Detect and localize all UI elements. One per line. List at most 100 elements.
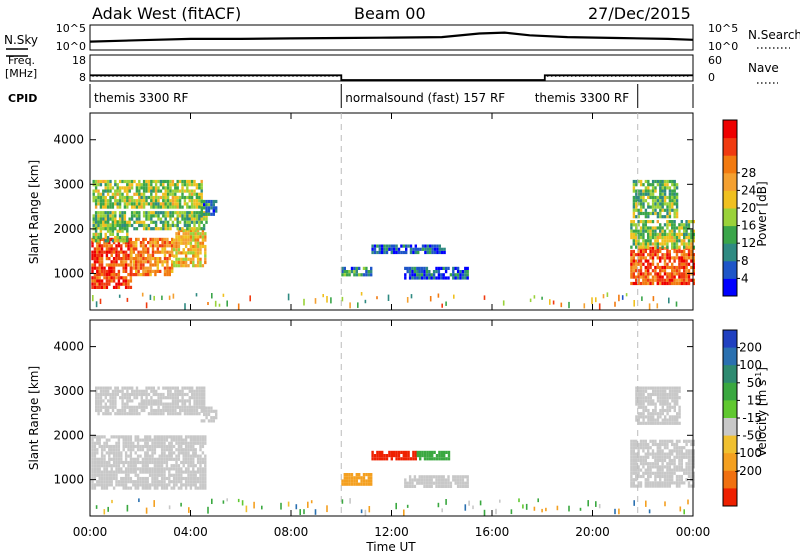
cell-0 — [201, 483, 205, 487]
cell-7 — [659, 474, 662, 479]
cell-1 — [144, 237, 147, 241]
cell-0 — [148, 460, 152, 465]
cell-0 — [182, 451, 185, 455]
cell-0 — [170, 454, 173, 458]
cell-7 — [659, 439, 662, 443]
cell-0 — [160, 454, 164, 458]
cell-1 — [111, 399, 115, 403]
cell-11 — [637, 242, 640, 246]
cell-10 — [685, 253, 688, 257]
cell-5 — [174, 189, 177, 193]
cell-0 — [132, 441, 135, 445]
cell-6 — [207, 209, 211, 213]
cell-0 — [192, 451, 195, 455]
cell-4 — [121, 214, 124, 218]
cell-1 — [135, 386, 139, 390]
cell-0 — [122, 266, 125, 270]
cell-8 — [664, 421, 667, 425]
cell-2 — [204, 248, 207, 252]
cell-8 — [666, 399, 669, 403]
cell-0 — [98, 467, 101, 471]
cell-1 — [181, 386, 184, 390]
cell-0 — [182, 438, 185, 442]
cell-7 — [649, 468, 652, 472]
cell-0 — [184, 441, 188, 445]
cell-3 — [114, 239, 117, 243]
ground-cell — [326, 296, 328, 303]
cell-1 — [144, 244, 147, 248]
cell-10 — [683, 265, 686, 270]
cell-0 — [100, 457, 104, 461]
cell-5 — [150, 199, 153, 203]
cell-2 — [177, 235, 181, 239]
cell-5 — [176, 199, 179, 203]
cell-2 — [196, 228, 200, 233]
cell-3 — [348, 482, 351, 486]
cell-11 — [649, 236, 652, 240]
cell-6 — [203, 206, 206, 210]
cell-1 — [109, 402, 112, 406]
cell-10 — [632, 253, 635, 257]
cell-3 — [353, 482, 356, 486]
cell-0 — [139, 444, 142, 449]
cell-1 — [179, 399, 182, 403]
cell-0 — [136, 460, 140, 465]
cell-0 — [187, 483, 190, 487]
cell-8 — [676, 402, 679, 406]
cell-0 — [184, 438, 188, 442]
cell-3 — [94, 236, 98, 240]
ground-cell — [510, 509, 513, 515]
cell-1 — [151, 253, 155, 257]
cell-2 — [192, 248, 195, 252]
cell-0 — [117, 253, 121, 257]
cell-2 — [175, 260, 178, 265]
cbar-swatch-9 — [723, 488, 737, 507]
cell-0 — [160, 438, 164, 442]
cell-5 — [195, 186, 199, 190]
cell-1 — [166, 257, 169, 261]
cell-2 — [175, 254, 178, 258]
cell-0 — [112, 285, 116, 289]
cell-11 — [647, 226, 650, 230]
cell-0 — [170, 441, 173, 445]
cell-7 — [630, 468, 633, 472]
cell-8 — [647, 402, 650, 406]
cell-8 — [649, 396, 652, 400]
cell-0 — [129, 480, 133, 484]
cell-4 — [145, 227, 148, 231]
cell-11 — [647, 242, 650, 246]
cell-10 — [637, 256, 640, 260]
cell-1 — [152, 412, 155, 416]
cell-7 — [673, 471, 676, 475]
cell-12 — [668, 205, 672, 209]
cell-5 — [118, 202, 122, 206]
cell-0 — [196, 457, 200, 461]
cell-0 — [103, 486, 106, 490]
cell-1 — [137, 260, 140, 264]
cell-11 — [654, 245, 657, 249]
cell-8 — [656, 386, 660, 390]
cell-5 — [193, 183, 196, 187]
cell-5 — [150, 192, 153, 196]
cell-7 — [687, 449, 691, 453]
cell-5 — [174, 195, 177, 200]
cell-7 — [642, 439, 645, 443]
cell-5 — [116, 205, 119, 209]
ground-cell — [303, 298, 305, 306]
cell-11 — [644, 226, 647, 230]
cell-9 — [428, 276, 431, 280]
cell-2 — [177, 251, 181, 255]
cell-1 — [195, 392, 199, 397]
cell-6 — [408, 481, 412, 485]
cell-0 — [91, 483, 94, 487]
cell-7 — [647, 455, 650, 459]
cell-12 — [671, 189, 674, 193]
cell-5 — [428, 454, 431, 458]
cell-7 — [642, 474, 645, 479]
cell-0 — [100, 473, 104, 477]
cell-1 — [176, 389, 179, 393]
cell-8 — [664, 418, 667, 422]
cell-4 — [135, 220, 139, 224]
cell-10 — [661, 256, 664, 260]
